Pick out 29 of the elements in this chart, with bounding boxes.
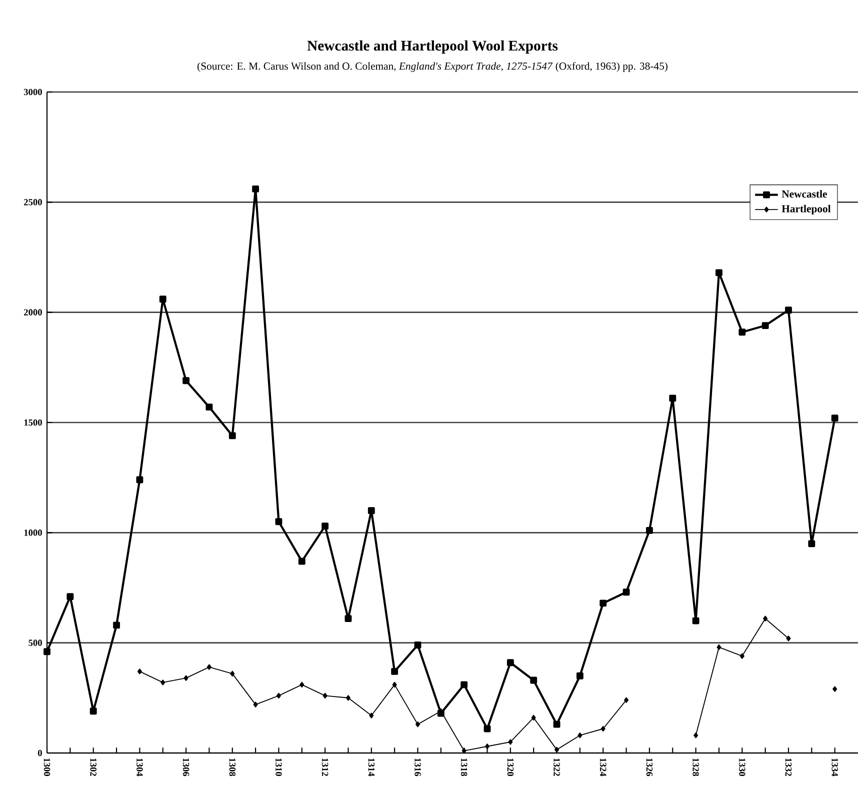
y-tick-label: 1000 [24,530,42,536]
x-tick-label: 1324 [600,758,606,776]
y-tick-label: 2500 [24,199,42,206]
x-tick-label: 1328 [692,758,699,776]
x-tick-label: 1320 [507,758,514,776]
x-tick-label: 1316 [414,758,421,776]
x-tick-label: 1304 [136,758,143,776]
x-tick-label: 1302 [90,758,96,776]
x-tick-label: 1300 [44,758,50,776]
chart-subtitle: (Source: E. M. Carus Wilson and O. Coleman, England's Export Trade, 1275-1547 (Oxford, 1963) pp. 38-45) [198,62,668,72]
legend-label: Newcastle [782,190,827,198]
x-tick-label: 1326 [646,758,653,776]
x-tick-label: 1306 [182,758,190,776]
x-tick-label: 1314 [368,758,375,776]
legend-label: Hartlepool [782,204,831,215]
x-tick-label: 1308 [229,758,236,776]
chart-title: Newcastle and Hartlepool Wool Exports [307,40,558,54]
x-tick-label: 1310 [276,758,282,776]
y-tick-label: 3000 [24,88,42,96]
x-tick-label: 1332 [785,758,792,776]
y-tick-label: 500 [28,640,42,646]
y-tick-label: 1500 [24,419,42,426]
x-tick-label: 1330 [739,758,746,776]
x-tick-label: 1312 [322,758,328,776]
x-tick-label: 1334 [832,758,838,776]
x-tick-label: 1318 [460,758,468,776]
x-tick-label: 1322 [554,758,560,776]
y-tick-label: 0 [38,750,42,756]
y-tick-label: 2000 [24,309,42,316]
